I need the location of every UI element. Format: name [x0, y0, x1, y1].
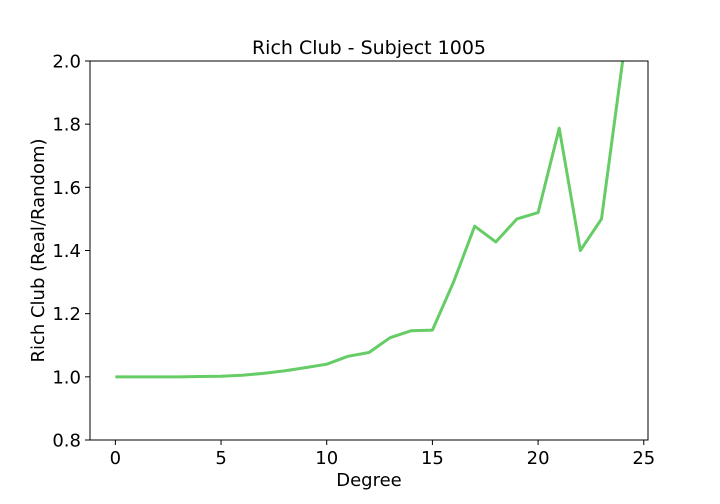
- y-tick-label: 0.8: [52, 431, 81, 452]
- x-tick-label: 20: [527, 448, 550, 469]
- x-tick-label: 5: [215, 448, 226, 469]
- x-tick-label: 25: [632, 448, 655, 469]
- y-tick-label: 1.4: [52, 241, 81, 262]
- plot-frame: [89, 60, 649, 441]
- y-tick-label: 1.8: [52, 115, 81, 136]
- y-tick-label: 1.2: [52, 304, 81, 325]
- chart-title: Rich Club - Subject 1005: [252, 37, 486, 59]
- x-tick-label: 15: [421, 448, 444, 469]
- x-tick-label: 10: [315, 448, 338, 469]
- x-tick-label: 0: [110, 448, 121, 469]
- x-axis-label: Degree: [336, 470, 402, 491]
- y-axis-ticks: 0.8 1.0 1.2 1.4 1.6 1.8 2.0: [52, 52, 90, 452]
- y-tick-label: 1.0: [52, 367, 81, 388]
- y-tick-label: 1.6: [52, 178, 81, 199]
- x-axis-ticks: 0 5 10 15 20 25: [110, 440, 655, 469]
- series-line-0: [115, 61, 625, 379]
- y-axis-label: Rich Club (Real/Random): [28, 138, 49, 362]
- y-tick-label: 2.0: [52, 52, 81, 73]
- plot-area: [115, 61, 625, 379]
